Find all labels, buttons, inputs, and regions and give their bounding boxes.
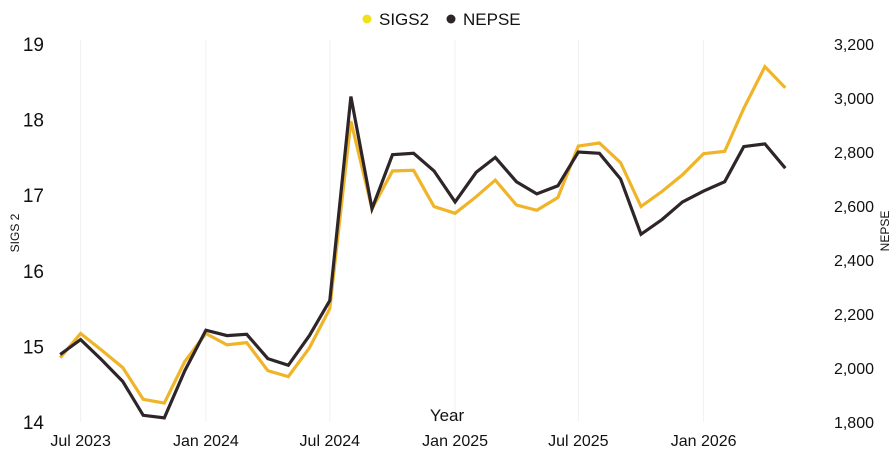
left-tick-label: 18	[23, 111, 44, 132]
left-axis-ticks: 14 15 16 17 18 19	[23, 35, 45, 434]
right-axis-ticks: 1,800 2,000 2,200 2,400 2,600 2,800 3,000 3,200	[834, 37, 874, 432]
left-tick-label: 15	[23, 337, 44, 358]
x-tick-label: Jul 2024	[300, 433, 361, 450]
legend: SIGS2 NEPSE	[362, 10, 521, 29]
series-lines	[58, 63, 787, 420]
x-tick-label: Jan 2026	[671, 433, 737, 450]
right-tick-label: 3,200	[834, 37, 874, 54]
series-line-sigs2	[58, 63, 787, 405]
legend-marker-nepse	[446, 14, 456, 24]
legend-label-sigs2: SIGS2	[379, 10, 429, 29]
x-tick-label: Jul 2025	[548, 433, 609, 450]
left-tick-label: 19	[23, 35, 44, 56]
right-tick-label: 2,000	[834, 361, 874, 378]
right-tick-label: 2,200	[834, 307, 874, 324]
right-tick-label: 2,600	[834, 199, 874, 216]
vertical-gridlines	[80, 40, 705, 422]
series-line-nepse	[59, 96, 787, 420]
right-tick-label: 3,000	[834, 91, 874, 108]
right-axis-title: NEPSE	[878, 211, 891, 252]
right-tick-label: 2,800	[834, 145, 874, 162]
x-tick-label: Jan 2025	[422, 433, 488, 450]
left-tick-label: 14	[23, 413, 45, 434]
x-tick-label: Jul 2023	[50, 433, 111, 450]
left-tick-label: 17	[23, 186, 44, 207]
right-tick-label: 2,400	[834, 253, 874, 270]
legend-marker-sigs2	[362, 14, 372, 24]
legend-label-nepse: NEPSE	[463, 10, 521, 29]
x-axis-title: Year	[430, 406, 465, 425]
right-tick-label: 1,800	[834, 415, 874, 432]
left-tick-label: 16	[23, 262, 44, 283]
x-axis-ticks: Jul 2023 Jan 2024 Jul 2024 Jan 2025 Jul 2025…	[50, 433, 736, 450]
x-tick-label: Jan 2024	[173, 433, 239, 450]
left-axis-title: SIGS 2	[8, 213, 22, 252]
